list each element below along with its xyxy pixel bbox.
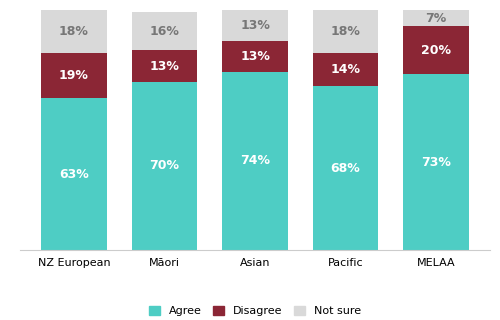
Text: 18%: 18% [59,25,89,38]
Bar [42,53,106,99]
Legend: Agree, Disagree, Not sure: Agree, Disagree, Not sure [144,302,366,320]
Text: 7%: 7% [426,12,446,25]
Bar [404,10,468,27]
Bar [313,86,378,250]
Text: 74%: 74% [240,154,270,167]
Bar [222,72,288,250]
Bar [404,75,468,250]
Bar [42,10,106,53]
Text: 73%: 73% [421,156,451,169]
Bar [132,12,197,51]
Text: 13%: 13% [240,50,270,63]
Text: 63%: 63% [59,167,89,180]
Bar [132,82,197,250]
Text: 13%: 13% [240,19,270,32]
Text: 70%: 70% [150,159,180,172]
Bar [313,53,378,86]
Bar [222,41,288,72]
Text: 20%: 20% [421,44,451,57]
Bar [42,99,106,250]
Bar [132,51,197,82]
Text: 13%: 13% [150,60,180,73]
Bar [222,10,288,41]
Text: 14%: 14% [330,63,360,76]
Text: 16%: 16% [150,25,180,38]
Bar [404,27,468,75]
Text: 68%: 68% [330,162,360,174]
Text: 19%: 19% [59,69,89,82]
Bar [313,10,378,53]
Text: 18%: 18% [330,25,360,38]
